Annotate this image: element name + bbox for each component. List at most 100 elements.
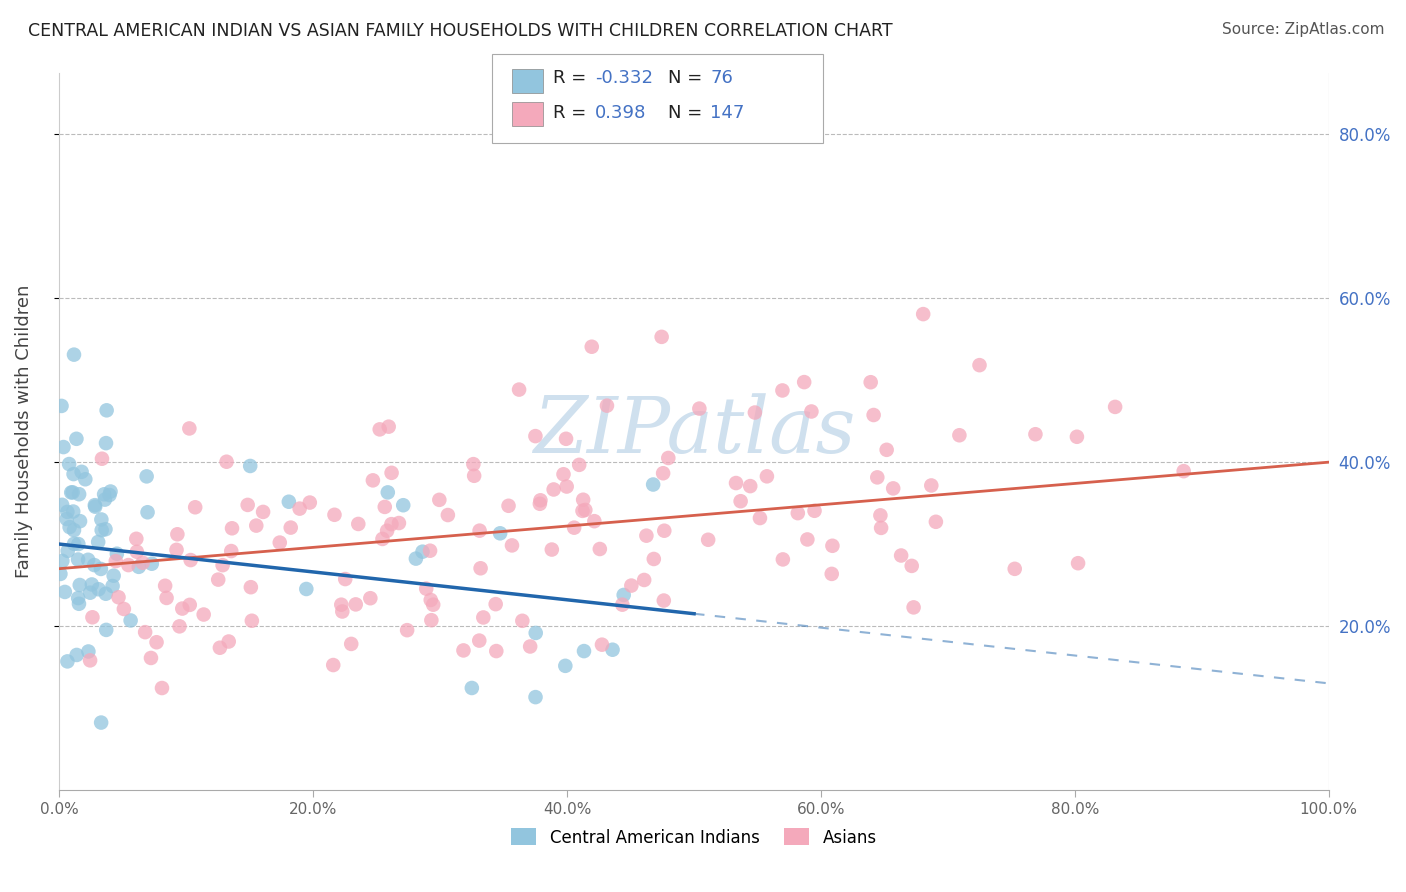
Point (377, 485, 399, 500)
Point (1104, 400, 1126, 414)
Point (555, 432, 578, 446)
Point (63, 523, 86, 537)
Point (1066, 430, 1088, 444)
Point (596, 399, 619, 413)
Point (1004, 562, 1026, 576)
Point (419, 593, 441, 607)
Point (239, 580, 262, 594)
Point (613, 588, 636, 602)
Point (770, 384, 793, 398)
Point (62, 467, 84, 481)
Point (153, 579, 176, 593)
Point (468, 633, 491, 648)
Point (59, 520, 82, 534)
Text: -0.332: -0.332 (595, 70, 652, 87)
Point (136, 505, 159, 519)
Point (207, 573, 229, 587)
Point (652, 593, 675, 607)
Point (572, 644, 595, 658)
Point (553, 467, 575, 482)
Point (107, 591, 129, 605)
Point (437, 508, 460, 522)
Point (574, 503, 596, 517)
Point (498, 499, 520, 513)
Point (463, 468, 485, 483)
Point (125, 532, 148, 546)
Text: R =: R = (553, 104, 586, 122)
Point (141, 557, 163, 571)
Point (612, 598, 634, 612)
Point (150, 681, 173, 695)
Point (51, 554, 73, 568)
Text: N =: N = (668, 70, 702, 87)
Point (903, 600, 925, 615)
Point (295, 582, 318, 596)
Point (288, 501, 311, 516)
Point (69, 578, 91, 592)
Point (70, 465, 93, 479)
Point (1067, 556, 1090, 570)
Point (83, 498, 105, 512)
Point (145, 635, 167, 649)
Point (652, 524, 675, 538)
Point (100, 484, 122, 499)
Point (52, 440, 75, 454)
Point (180, 553, 202, 567)
Point (63, 537, 86, 551)
Point (77, 644, 100, 658)
Point (91, 451, 114, 466)
Point (589, 541, 612, 556)
Point (323, 508, 346, 522)
Point (524, 690, 547, 705)
Point (98, 488, 121, 502)
Point (636, 529, 658, 543)
Point (112, 602, 135, 616)
Point (120, 614, 142, 628)
Text: Source: ZipAtlas.com: Source: ZipAtlas.com (1222, 22, 1385, 37)
Point (218, 634, 240, 648)
Point (344, 598, 367, 612)
Point (652, 467, 675, 481)
Point (519, 640, 541, 654)
Point (562, 521, 585, 535)
Point (117, 558, 139, 572)
Point (125, 545, 148, 559)
Point (740, 479, 762, 493)
Point (322, 658, 344, 673)
Point (422, 598, 444, 612)
Point (169, 619, 191, 633)
Point (591, 638, 613, 652)
Point (529, 497, 551, 511)
Point (135, 469, 157, 483)
Legend: Central American Indians, Asians: Central American Indians, Asians (505, 822, 883, 854)
Point (1024, 427, 1046, 442)
Point (87, 535, 110, 549)
Point (602, 642, 624, 657)
Point (101, 579, 124, 593)
Text: N =: N = (668, 104, 702, 122)
Point (75, 472, 97, 486)
Point (786, 506, 808, 520)
Point (51, 498, 73, 512)
Point (90, 523, 112, 537)
Point (179, 598, 201, 612)
Point (55, 512, 77, 526)
Point (361, 474, 384, 488)
Point (427, 492, 450, 507)
Point (920, 478, 942, 492)
Point (388, 516, 411, 530)
Point (744, 405, 766, 419)
Point (62, 485, 84, 500)
Point (65, 432, 87, 446)
Point (62, 504, 84, 518)
Point (94, 492, 117, 507)
Point (688, 401, 710, 416)
Text: 0.398: 0.398 (595, 104, 647, 122)
Point (749, 511, 772, 525)
Point (793, 375, 815, 389)
Point (468, 524, 491, 538)
Point (90, 512, 112, 526)
Point (405, 551, 427, 566)
Point (208, 640, 231, 655)
Point (51, 399, 73, 413)
